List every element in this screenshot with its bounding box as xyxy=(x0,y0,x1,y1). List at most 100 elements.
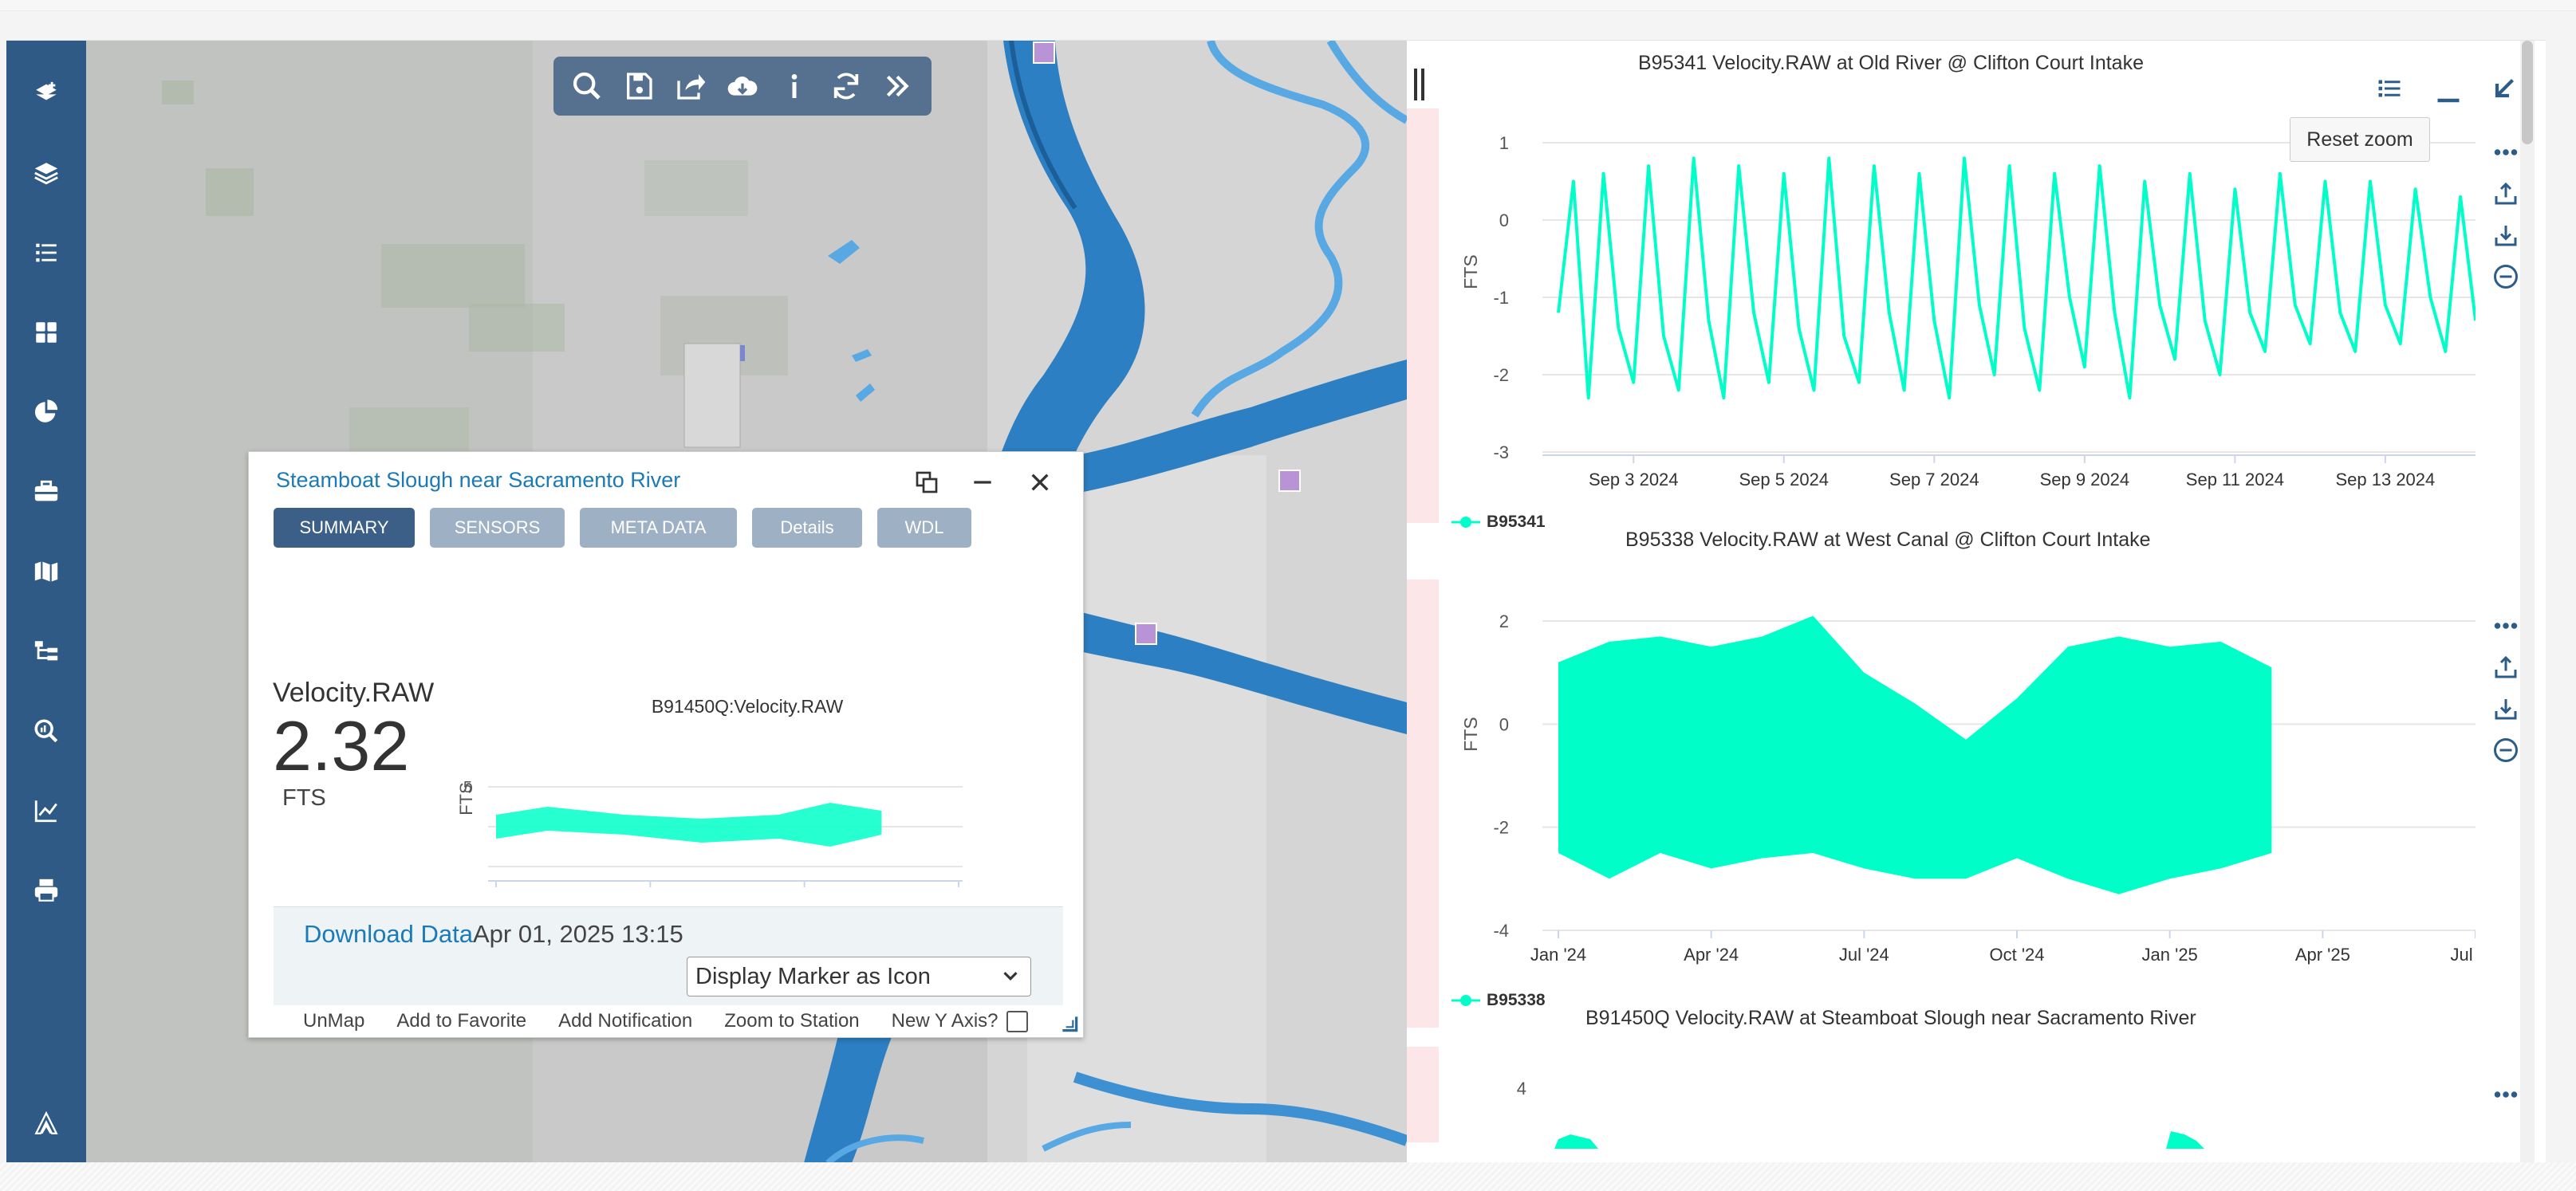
line-chart-icon[interactable] xyxy=(6,779,86,843)
x-tick-label: Sep 11 2024 xyxy=(2186,470,2284,489)
chart-ylabel: FTS xyxy=(1460,717,1481,751)
y-tick-label: 2 xyxy=(1499,611,1509,631)
legend-marker-icon xyxy=(1451,517,1480,528)
y-tick-label: -4 xyxy=(1493,921,1509,941)
refresh-icon[interactable] xyxy=(825,65,867,107)
sensor-value: 2.32 xyxy=(273,706,410,785)
legend-label: B95341 xyxy=(1487,513,1546,531)
series-area xyxy=(496,803,882,847)
save-icon[interactable] xyxy=(618,65,660,107)
station-marker[interactable] xyxy=(1033,41,1055,64)
chart-highlight-band xyxy=(1407,108,1439,523)
logo-icon[interactable] xyxy=(6,1091,86,1155)
legend-b95338[interactable]: B95338 xyxy=(1451,991,1546,1010)
x-tick-label: Jul '24 xyxy=(1839,945,1889,965)
marker-display-select[interactable]: Display Marker as Icon xyxy=(687,957,1031,996)
search-analytics-icon[interactable] xyxy=(6,699,86,763)
more-options-icon[interactable] xyxy=(2488,135,2523,170)
expand-icon[interactable] xyxy=(876,65,918,107)
unmap-link[interactable]: UnMap xyxy=(303,1010,365,1032)
y-tick-label: -3 xyxy=(1493,442,1509,462)
reset-zoom-button[interactable]: Reset zoom xyxy=(2290,117,2430,162)
panel-minimize-icon[interactable] xyxy=(2431,76,2466,111)
chart-highlight-band xyxy=(1407,580,1439,1028)
chart-ticks: 1 0 -1 -2 -3 Sep 3 2024 Sep 5 2024 Sep 7 2024 Se… xyxy=(1493,133,2435,489)
remove-chart-icon[interactable] xyxy=(2488,259,2523,294)
chart-b95341[interactable]: FTS 1 0 -1 -2 -3 Sep 3 2024 Sep 5 2024 Sep 7 20… xyxy=(1439,88,2476,535)
remove-chart-icon[interactable] xyxy=(2488,733,2523,768)
resize-handle-icon[interactable] xyxy=(1059,1013,1080,1034)
tree-icon[interactable] xyxy=(6,619,86,683)
x-tick-label: Jan '25 xyxy=(2142,945,2198,965)
panel-collapse-icon[interactable] xyxy=(2487,71,2522,106)
chart-list-icon[interactable] xyxy=(2372,71,2407,106)
list-icon[interactable] xyxy=(6,221,86,285)
tab-wdl[interactable]: WDL xyxy=(877,508,971,548)
layers-icon[interactable] xyxy=(6,141,86,205)
upload-icon[interactable] xyxy=(2488,176,2523,211)
popup-tabs: SUMMARY SENSORS META DATA Details WDL xyxy=(274,508,971,548)
x-tick-label: Apr '24 xyxy=(1684,945,1739,965)
popup-footer: Download Data Apr 01, 2025 13:15 Display… xyxy=(274,906,1063,1005)
x-tick-label: Sep 7 2024 xyxy=(1889,470,1979,489)
search-icon[interactable] xyxy=(566,65,608,107)
chart-series xyxy=(1558,615,2272,894)
zoom-to-station-link[interactable]: Zoom to Station xyxy=(724,1010,860,1032)
chart-b95338[interactable]: FTS 2 0 -2 -4 Jan '24 Apr '24 Jul '24 Oct '24 Ja… xyxy=(1439,567,2476,981)
chart-title: B95338 Velocity.RAW at West Canal @ Clif… xyxy=(1625,529,2151,551)
new-y-axis-checkbox[interactable] xyxy=(1006,1010,1028,1032)
marker-select-value: Display Marker as Icon xyxy=(695,963,931,989)
x-tick-label: Jan '24 xyxy=(1530,945,1586,965)
copy-icon[interactable] xyxy=(911,466,943,498)
map-toolbar xyxy=(553,57,932,116)
download-icon[interactable] xyxy=(2488,218,2523,253)
more-options-icon[interactable] xyxy=(2488,608,2523,643)
y-tick-label: 4 xyxy=(1517,1079,1526,1099)
mini-chart-ylabel: FTS xyxy=(456,782,476,816)
cloud-download-icon[interactable] xyxy=(722,65,763,107)
map-icon[interactable] xyxy=(6,540,86,603)
close-icon[interactable] xyxy=(1024,466,1056,498)
download-data-link[interactable]: Download Data xyxy=(304,920,473,948)
new-y-axis-label: New Y Axis? xyxy=(891,1010,998,1032)
mini-chart-title: B91450Q:Velocity.RAW xyxy=(652,696,844,717)
minimize-icon[interactable] xyxy=(967,466,998,498)
x-tick-label: Apr '25 xyxy=(2295,945,2350,965)
pie-chart-icon[interactable] xyxy=(6,380,86,444)
dashboard-icon[interactable] xyxy=(6,301,86,364)
map-view[interactable]: Steamboat Slough near Sacramento River S… xyxy=(86,41,1407,1163)
legend-b95341[interactable]: B95341 xyxy=(1451,513,1546,532)
tab-meta-data[interactable]: META DATA xyxy=(580,508,737,548)
add-notification-link[interactable]: Add Notification xyxy=(558,1010,693,1032)
more-options-icon[interactable] xyxy=(2488,1077,2523,1112)
x-tick-label: Jul '25 xyxy=(2451,945,2476,965)
panel-drag-handle[interactable] xyxy=(1407,57,1432,112)
chart-ticks: 2 0 -2 -4 Jan '24 Apr '24 Jul '24 Oct '24 Jan '2… xyxy=(1493,611,2476,965)
tab-details[interactable]: Details xyxy=(752,508,862,548)
upload-icon[interactable] xyxy=(2488,650,2523,685)
scrollbar-thumb[interactable] xyxy=(2522,41,2533,144)
sensor-unit: FTS xyxy=(282,785,326,811)
legend-label: B95338 xyxy=(1487,991,1546,1009)
chart-b91450q[interactable]: 4 xyxy=(1439,1045,2476,1149)
print-icon[interactable] xyxy=(6,859,86,922)
share-icon[interactable] xyxy=(670,65,711,107)
station-marker[interactable] xyxy=(1278,470,1301,492)
panel-scrollbar[interactable] xyxy=(2520,41,2535,1163)
y-tick-label: 0 xyxy=(1499,714,1509,734)
layers-add-icon[interactable] xyxy=(6,61,86,125)
chart-ylabel: FTS xyxy=(1460,254,1481,289)
toolbox-icon[interactable] xyxy=(6,460,86,524)
tab-summary[interactable]: SUMMARY xyxy=(274,508,415,548)
x-tick-label: Sep 3 2024 xyxy=(1589,470,1679,489)
window-bottom-strip xyxy=(0,1162,2576,1191)
download-icon[interactable] xyxy=(2488,691,2523,726)
tab-sensors[interactable]: SENSORS xyxy=(430,508,565,548)
info-icon[interactable] xyxy=(774,65,815,107)
series-fragment xyxy=(1554,1134,1598,1149)
station-marker[interactable] xyxy=(1135,623,1157,645)
add-favorite-link[interactable]: Add to Favorite xyxy=(396,1010,527,1032)
y-tick-label: -1 xyxy=(1493,288,1509,308)
